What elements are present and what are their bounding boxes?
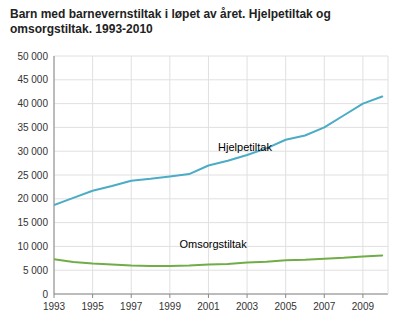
y-tick-label: 20 000 [17,193,48,204]
grid-line [362,56,363,294]
x-tick [285,294,286,298]
y-tick-label: 5 000 [23,265,48,276]
x-tick-label: 2009 [352,301,375,312]
annotation: Omsorgstiltak [179,238,247,250]
series-line [54,96,382,205]
x-tick-label: 2005 [275,301,298,312]
y-tick-label: 15 000 [17,217,48,228]
x-tick [92,294,93,298]
grid-line [54,270,388,271]
grid-line [285,56,286,294]
x-tick-label: 1995 [81,301,104,312]
y-tick-label: 35 000 [17,122,48,133]
title: Barn med barnevernstiltak i løpet av åre… [10,7,331,36]
y-tick-label: 25 000 [17,170,48,181]
x-tick [54,294,55,298]
y-tick-label: 30 000 [17,146,48,157]
grid-line [92,56,93,294]
x-tick [208,294,209,298]
plot-area [54,96,382,265]
x-tick [247,294,248,298]
x-tick [362,294,363,298]
grid-line [54,127,388,128]
grid-line [131,56,132,294]
x-tick-label: 1999 [159,301,182,312]
grid-line [208,56,209,294]
y-tick-label: 50 000 [17,51,48,62]
plot-edge [388,56,389,294]
x-tick-label: 2003 [236,301,259,312]
x-tick-label: 2007 [313,301,336,312]
grid-line [54,294,388,295]
x-tick [324,294,325,298]
series-line [54,255,382,265]
grid-line [54,56,388,57]
grid-line [54,175,388,176]
chart: Barn med barnevernstiltak i løpet av åre… [0,0,400,320]
grid-line [54,198,388,199]
y-tick-label: 0 [42,289,48,300]
y-tick-label: 10 000 [17,241,48,252]
grid-line [247,56,248,294]
grid-line [169,56,170,294]
y-tick-label: 40 000 [17,98,48,109]
axes: 0 5 000 10 000 15 000 20 000 25 000 30 000 35 0… [17,51,388,313]
grid [54,56,388,294]
grid-line [54,103,388,104]
x-tick [169,294,170,298]
grid-line [54,79,388,80]
x-tick-label: 1997 [120,301,143,312]
annotation: Hjelpetiltak [218,141,272,153]
x-tick-label: 1993 [43,301,66,312]
x-tick [131,294,132,298]
y-tick-label: 45 000 [17,74,48,85]
x-tick-label: 2001 [197,301,220,312]
grid-line [54,222,388,223]
x-axis-line [54,294,388,295]
